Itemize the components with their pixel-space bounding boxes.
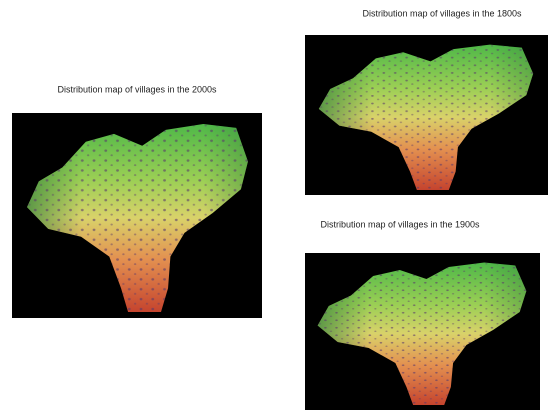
caption: Distribution map of villages in the 2000… <box>57 84 217 94</box>
caption: Distribution map of villages in the 1900… <box>320 219 480 229</box>
figure: Distribution map of villages in the 2000… <box>0 0 552 412</box>
caption: Distribution map of villages in the 1800… <box>362 8 522 18</box>
page: Distribution map of villages in the 2000… <box>0 0 552 412</box>
